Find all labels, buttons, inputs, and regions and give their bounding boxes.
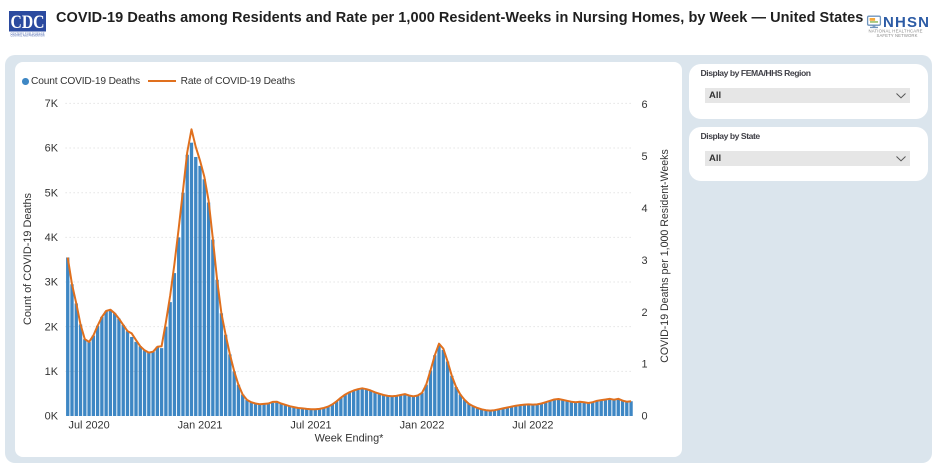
svg-text:1: 1	[642, 359, 648, 371]
svg-text:1K: 1K	[45, 366, 59, 378]
svg-text:Jul 2020: Jul 2020	[69, 420, 110, 432]
svg-text:7K: 7K	[45, 98, 59, 110]
svg-text:6: 6	[642, 99, 648, 111]
svg-text:0K: 0K	[45, 411, 59, 423]
svg-text:Jan 2022: Jan 2022	[400, 420, 445, 432]
svg-text:3: 3	[642, 255, 648, 267]
svg-text:4K: 4K	[45, 232, 59, 244]
svg-text:Jul 2021: Jul 2021	[290, 420, 331, 432]
svg-text:COVID-19 Deaths per 1,000 Resi: COVID-19 Deaths per 1,000 Resident-Weeks	[659, 149, 671, 363]
svg-text:3K: 3K	[45, 277, 59, 289]
svg-text:6K: 6K	[45, 143, 59, 155]
svg-text:Jul 2022: Jul 2022	[512, 420, 553, 432]
svg-text:4: 4	[642, 203, 648, 215]
svg-text:NHSN: NHSN	[883, 14, 929, 31]
svg-text:5: 5	[642, 151, 648, 163]
svg-text:Count of COVID-19 Deaths: Count of COVID-19 Deaths	[22, 192, 34, 325]
svg-text:2: 2	[642, 307, 648, 319]
svg-text:Week Ending*: Week Ending*	[315, 433, 385, 445]
svg-text:NATIONAL HEALTHCARE: NATIONAL HEALTHCARE	[869, 29, 923, 34]
svg-text:5K: 5K	[45, 187, 59, 199]
svg-text:Jan 2021: Jan 2021	[178, 420, 223, 432]
svg-text:CENTERS FOR DISEASE: CENTERS FOR DISEASE	[11, 32, 45, 35]
svg-text:CDC: CDC	[11, 13, 45, 33]
svg-text:0: 0	[642, 411, 648, 423]
svg-text:CONTROL AND PREVENTION: CONTROL AND PREVENTION	[11, 35, 45, 38]
svg-text:2K: 2K	[45, 321, 59, 333]
svg-text:SAFETY NETWORK: SAFETY NETWORK	[877, 33, 918, 38]
